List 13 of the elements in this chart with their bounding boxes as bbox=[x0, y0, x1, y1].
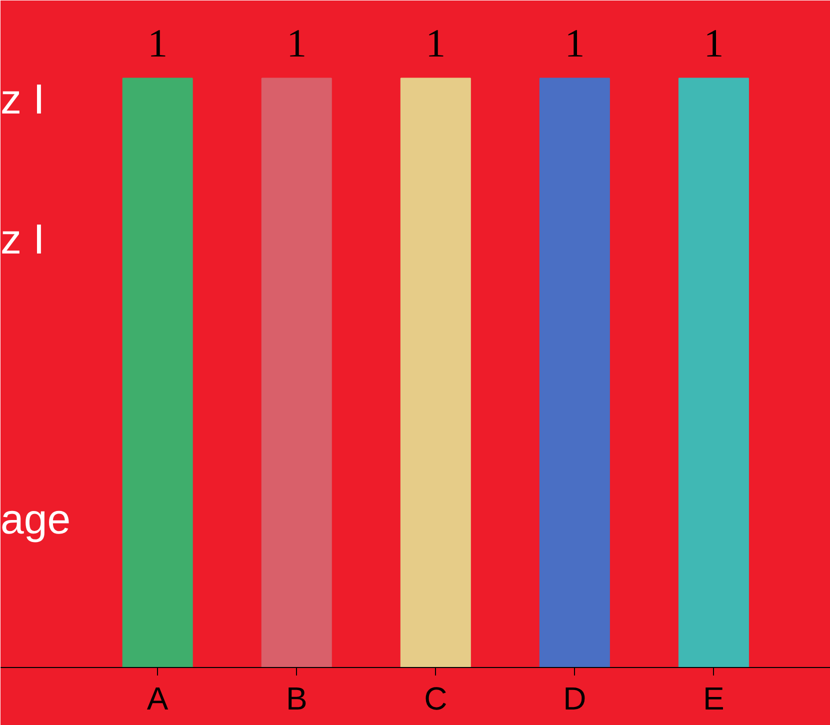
annotation: age bbox=[0, 496, 71, 542]
data-label: 1 bbox=[704, 20, 724, 66]
data-label: 1 bbox=[564, 20, 585, 66]
data-label: 1 bbox=[148, 20, 168, 66]
x-tick-label: A bbox=[146, 680, 169, 716]
data-label: 1 bbox=[426, 20, 446, 66]
annotation: z I bbox=[0, 216, 45, 262]
data-label: 1 bbox=[286, 20, 307, 66]
x-tick-label: C bbox=[424, 680, 448, 716]
annotation: z I bbox=[0, 76, 45, 122]
x-tick-label: E bbox=[703, 680, 724, 716]
x-tick-label: D bbox=[563, 680, 586, 716]
x-tick-label: B bbox=[286, 680, 308, 716]
